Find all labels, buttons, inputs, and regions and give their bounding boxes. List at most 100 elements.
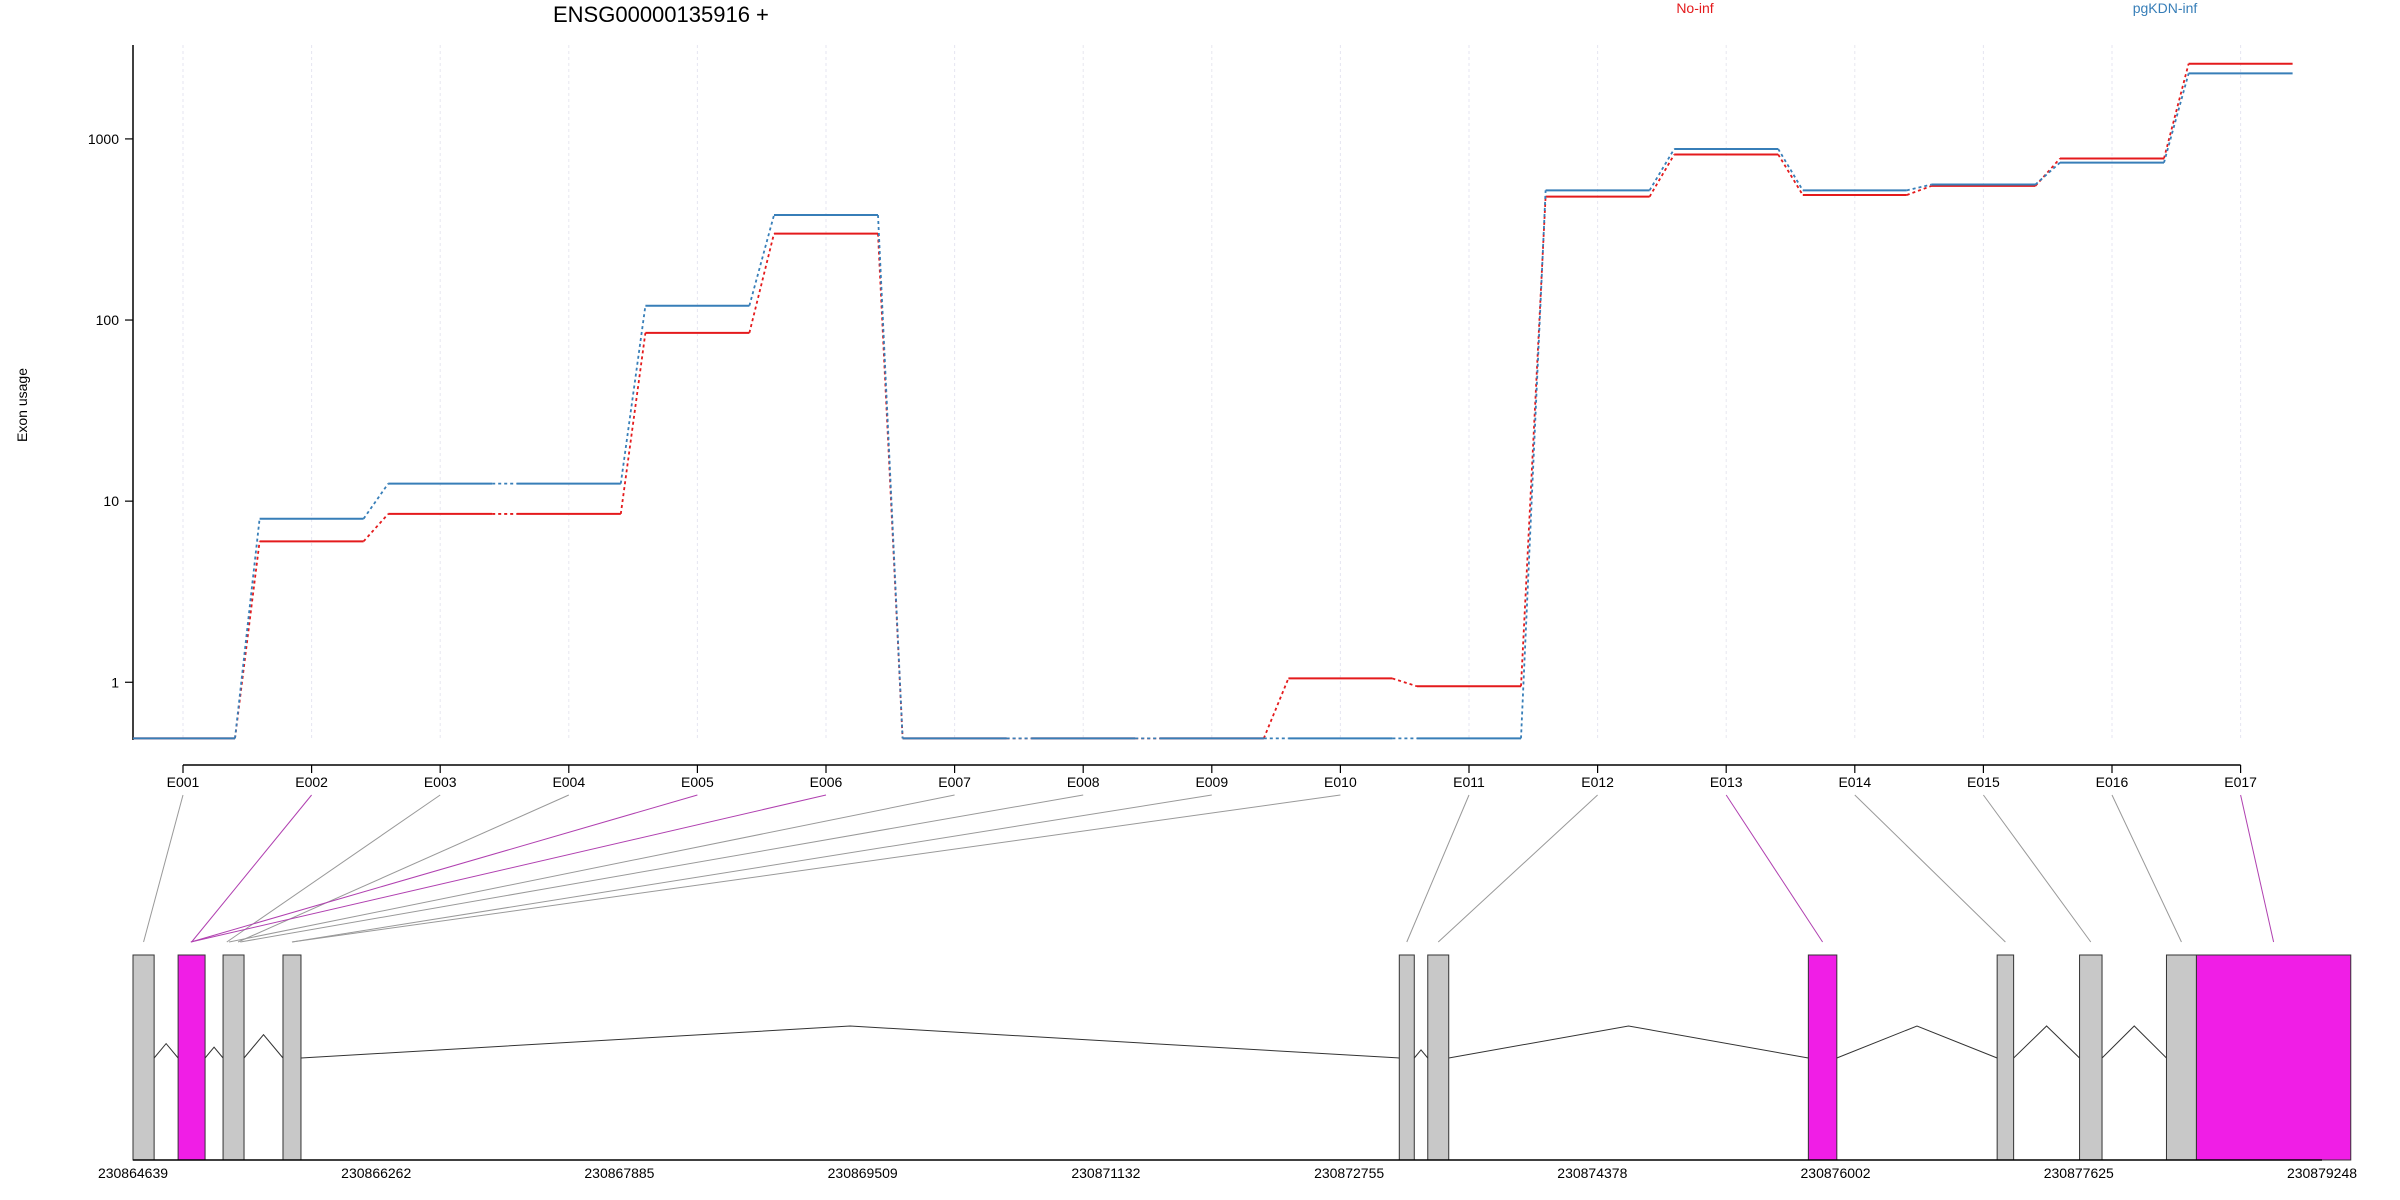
- connector-e017: [2240, 794, 2275, 943]
- x-tick-label-e017: E017: [2224, 774, 2257, 790]
- connector-e004: [237, 794, 570, 943]
- chart-title: ENSG00000135916 +: [553, 2, 769, 27]
- x-tick-label-e014: E014: [1838, 774, 1871, 790]
- series-pgkdn-inf-connector: [234, 518, 261, 739]
- x-tick-label-e016: E016: [2096, 774, 2129, 790]
- connector-e002: [191, 794, 312, 943]
- connector-e006: [190, 794, 827, 943]
- gene-model: [132, 954, 2352, 1161]
- intron-line: [1836, 1025, 1998, 1059]
- series-pgkdn-inf-connector: [1520, 190, 1547, 739]
- coord-label: 230877625: [2044, 1165, 2114, 1181]
- series-no-inf-connector: [1520, 196, 1547, 687]
- y-tick-label: 1: [111, 674, 119, 690]
- connector-e012: [1437, 794, 1598, 943]
- connector-e009: [291, 794, 1212, 943]
- series-pgkdn-inf-connector: [2034, 161, 2061, 186]
- y-axis: 1 10 100 1000: [88, 45, 134, 740]
- x-tick-label-e002: E002: [295, 774, 328, 790]
- x-tick-label-e006: E006: [810, 774, 843, 790]
- coord-label: 230876002: [1801, 1165, 1871, 1181]
- exon-box: [1996, 954, 2015, 1161]
- x-tick-label-e001: E001: [167, 774, 200, 790]
- x-tick-label-e009: E009: [1195, 774, 1228, 790]
- coord-label: 230867885: [584, 1165, 654, 1181]
- y-tick-label: 10: [103, 493, 119, 509]
- series-no-inf-connector: [2034, 157, 2061, 187]
- x-tick-label-e012: E012: [1581, 774, 1614, 790]
- series-pgkdn-inf-connector: [619, 305, 647, 484]
- intron-line: [204, 1046, 224, 1059]
- intron-line: [1448, 1025, 1809, 1059]
- series-pgkdn-inf-connector: [1777, 148, 1804, 191]
- exon-box: [222, 954, 245, 1161]
- coord-label: 230864639: [98, 1165, 168, 1181]
- exon-box: [2079, 954, 2103, 1161]
- x-tick-label-e011: E011: [1453, 774, 1485, 790]
- x-tick-label-e004: E004: [552, 774, 585, 790]
- exon-box: [132, 954, 155, 1161]
- intron-line: [243, 1033, 284, 1059]
- x-tick-label-e008: E008: [1067, 774, 1100, 790]
- series-pgkdn-inf-connector: [877, 214, 904, 739]
- intron-line: [1413, 1049, 1429, 1059]
- connector-e003: [226, 794, 441, 943]
- series-no-inf-connector: [1262, 678, 1290, 739]
- x-tick-label-e010: E010: [1324, 774, 1357, 790]
- series-no-inf-connector: [2163, 63, 2190, 159]
- series-no-inf-connector: [362, 513, 389, 542]
- intron-line: [300, 1025, 1400, 1059]
- y-axis-label: Exon usage: [14, 368, 30, 442]
- x-tick-label-e007: E007: [938, 774, 971, 790]
- exon-box-highlighted: [2195, 954, 2352, 1161]
- exon-box-highlighted: [1807, 954, 1838, 1161]
- connector-e008: [240, 794, 1084, 943]
- series-no-inf-connector: [1906, 185, 1932, 196]
- coord-label: 230874378: [1557, 1165, 1627, 1181]
- connector-e016: [2111, 794, 2182, 943]
- x-tick-label-e013: E013: [1710, 774, 1743, 790]
- genomic-coordinate-axis: 230864639 230866262 230867885 230869509 2308…: [98, 1159, 2357, 1181]
- series-no-inf-connector: [1648, 154, 1675, 198]
- intron-line: [153, 1042, 179, 1059]
- connector-e007: [228, 794, 955, 943]
- exon-box-highlighted: [177, 954, 206, 1161]
- series-pgkdn-inf-connector: [362, 483, 389, 520]
- exon-box: [2165, 954, 2197, 1161]
- coord-label: 230879248: [2287, 1165, 2357, 1181]
- series-no-inf-connector: [748, 233, 775, 334]
- coord-label: 230872755: [1314, 1165, 1384, 1181]
- coord-label: 230871132: [1071, 1165, 1140, 1181]
- series-pgkdn-inf-connector: [1906, 183, 1932, 192]
- series-pgkdn-inf-connector: [1648, 148, 1675, 191]
- x-gridlines: [182, 45, 2242, 740]
- series-no-inf-connector: [234, 541, 261, 739]
- x-tick-label-e015: E015: [1967, 774, 2000, 790]
- connector-e015: [1982, 794, 2092, 943]
- exon-box: [1427, 954, 1450, 1161]
- series-pgkdn-inf: [133, 72, 2293, 740]
- legend-entry-pgkdn-inf: pgKDN-inf: [2133, 0, 2198, 16]
- connector-e013: [1725, 794, 1824, 943]
- series-no-inf-connector: [619, 332, 647, 515]
- series-no-inf-connector: [1777, 154, 1804, 196]
- intron-line: [2101, 1025, 2167, 1059]
- legend: No-inf pgKDN-inf: [1676, 0, 2197, 16]
- exon-connector-lines: [143, 794, 2275, 943]
- y-tick-label: 100: [96, 312, 120, 328]
- x-axis: E001 E002 E003 E004 E005 E006 E007 E008 E009 E010…: [167, 764, 2257, 790]
- exon-box: [1398, 954, 1415, 1161]
- intron-line: [2013, 1025, 2080, 1059]
- connector-e001: [143, 794, 184, 943]
- series-group: [133, 62, 2293, 740]
- coord-label: 230866262: [341, 1165, 411, 1181]
- x-tick-label-e003: E003: [424, 774, 457, 790]
- connector-e010: [291, 794, 1341, 943]
- y-tick-label: 1000: [88, 131, 119, 147]
- series-pgkdn-inf-connector: [748, 214, 775, 306]
- connector-e011: [1406, 794, 1470, 943]
- exon-box: [282, 954, 302, 1161]
- connector-e005: [190, 794, 698, 943]
- x-tick-label-e005: E005: [681, 774, 714, 790]
